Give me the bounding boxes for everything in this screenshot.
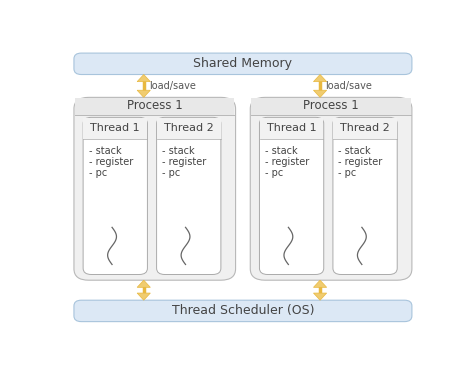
Text: - pc: - pc — [265, 168, 283, 178]
FancyBboxPatch shape — [74, 53, 412, 75]
Text: Process 1: Process 1 — [127, 99, 182, 112]
Text: Thread 2: Thread 2 — [164, 123, 214, 133]
Bar — [260, 118, 323, 139]
Polygon shape — [137, 293, 150, 300]
Text: - stack: - stack — [338, 146, 371, 156]
FancyBboxPatch shape — [333, 117, 397, 275]
Polygon shape — [313, 75, 327, 82]
Text: - register: - register — [162, 157, 206, 167]
Polygon shape — [137, 90, 150, 97]
FancyBboxPatch shape — [83, 117, 147, 275]
Text: load/save: load/save — [326, 81, 373, 91]
FancyBboxPatch shape — [250, 97, 412, 280]
Bar — [157, 118, 220, 139]
Polygon shape — [313, 293, 327, 300]
Text: - stack: - stack — [89, 146, 121, 156]
Text: Shared Memory: Shared Memory — [193, 57, 292, 70]
Bar — [333, 118, 397, 139]
FancyBboxPatch shape — [74, 97, 236, 280]
Bar — [75, 98, 235, 115]
FancyBboxPatch shape — [259, 117, 324, 275]
Text: - stack: - stack — [162, 146, 195, 156]
Text: Thread 1: Thread 1 — [91, 123, 140, 133]
Text: - register: - register — [338, 157, 383, 167]
Polygon shape — [137, 75, 150, 82]
Text: - stack: - stack — [265, 146, 298, 156]
Polygon shape — [137, 280, 150, 287]
Bar — [251, 98, 411, 115]
Polygon shape — [313, 90, 327, 97]
Bar — [83, 118, 147, 139]
Text: - pc: - pc — [89, 168, 107, 178]
Text: Process 1: Process 1 — [303, 99, 359, 112]
Text: - pc: - pc — [338, 168, 357, 178]
FancyBboxPatch shape — [156, 117, 221, 275]
Polygon shape — [313, 280, 327, 287]
Text: load/save: load/save — [149, 81, 196, 91]
Text: - pc: - pc — [162, 168, 181, 178]
FancyBboxPatch shape — [74, 300, 412, 322]
Text: Thread Scheduler (OS): Thread Scheduler (OS) — [172, 305, 314, 318]
Text: Thread 1: Thread 1 — [267, 123, 317, 133]
Text: - register: - register — [89, 157, 133, 167]
Text: - register: - register — [265, 157, 309, 167]
Text: Thread 2: Thread 2 — [340, 123, 390, 133]
